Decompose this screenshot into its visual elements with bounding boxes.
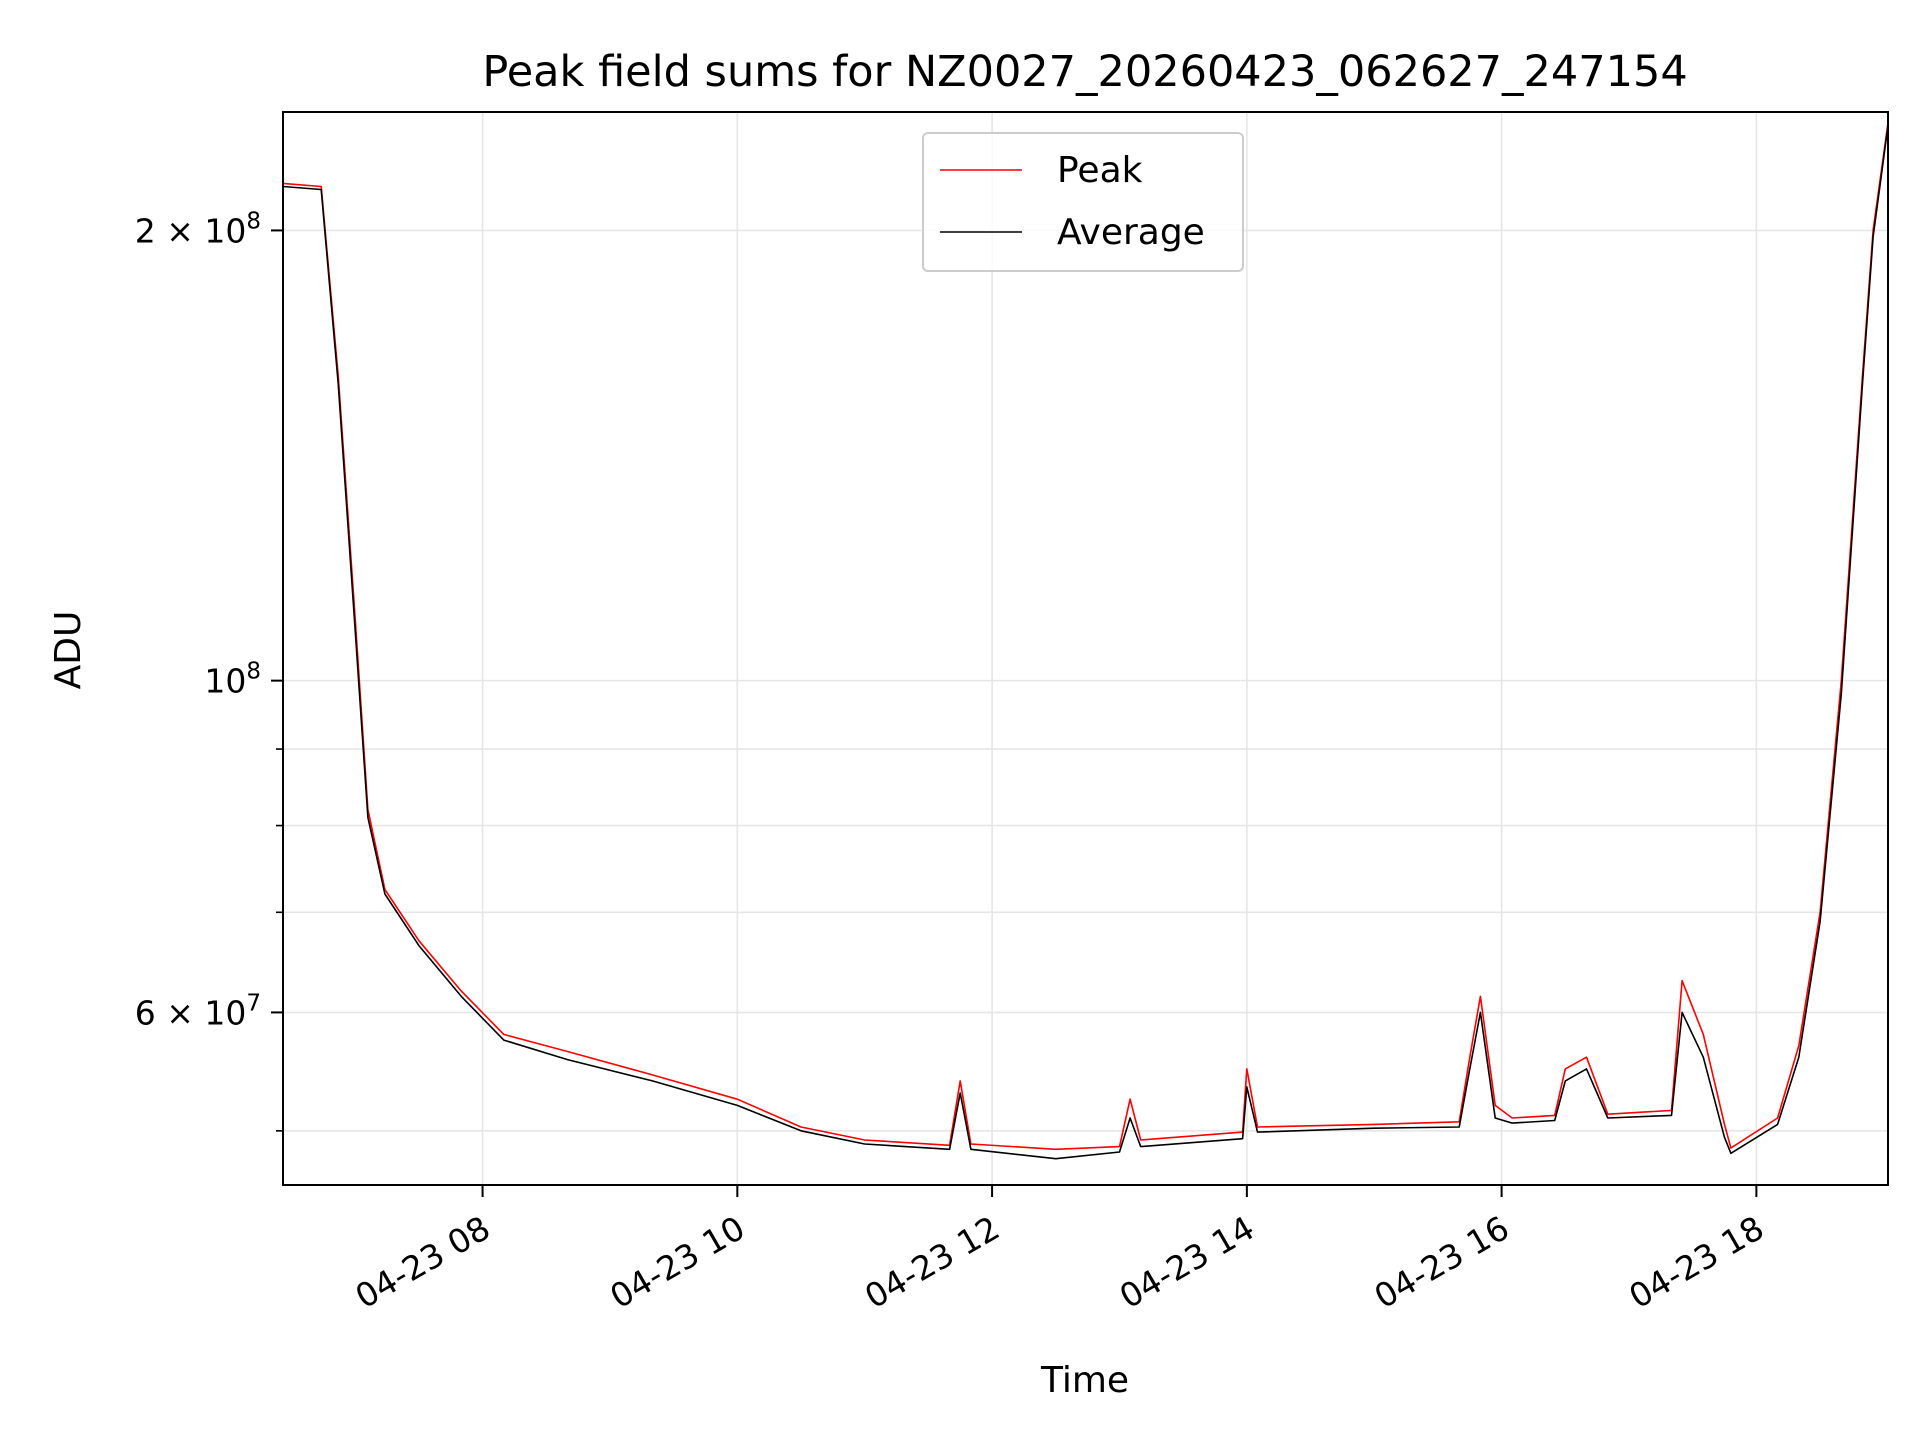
series-lines: [282, 122, 1889, 1160]
legend-box: [922, 132, 1244, 272]
series-line-peak: [282, 122, 1889, 1151]
legend: Peak Average: [922, 132, 1244, 272]
y-tick-label: 6 × 107: [135, 990, 261, 1032]
series-line-average: [282, 125, 1889, 1160]
y-tick-label: 2 × 108: [135, 208, 261, 250]
chart-title: Peak field sums for NZ0027_20260423_0626…: [482, 47, 1687, 97]
plot-frame: [282, 111, 1889, 1186]
legend-label-average: Average: [1057, 212, 1205, 253]
y-axis-label: ADU: [48, 611, 89, 690]
legend-label-peak: Peak: [1057, 150, 1143, 191]
x-axis-label: Time: [1040, 1360, 1129, 1401]
grid: [283, 112, 1888, 1185]
